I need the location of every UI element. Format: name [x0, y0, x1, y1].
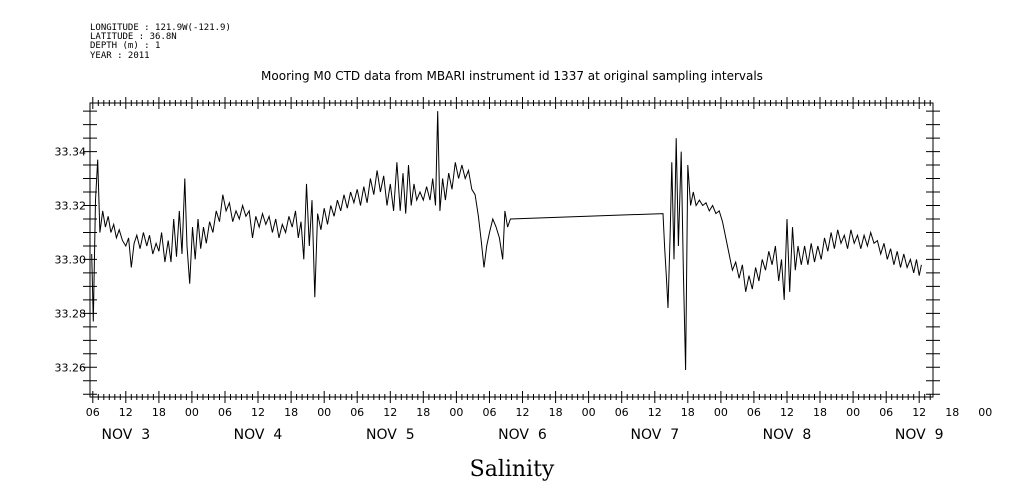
y-tick-label: 33.28	[55, 307, 87, 320]
x-day-label: NOV 9	[895, 427, 944, 443]
longitude-label: LONGITUDE : 121.9W(-121.9)	[90, 23, 231, 33]
latitude-label: LATITUDE : 36.8N	[90, 32, 177, 42]
year-label: YEAR : 2011	[90, 51, 150, 61]
x-axis-title: Salinity	[470, 457, 555, 482]
x-tick-label: 00	[582, 406, 596, 419]
x-tick-label: 00	[317, 406, 331, 419]
x-day-label: NOV 3	[101, 427, 150, 443]
x-tick-label: 06	[879, 406, 893, 419]
x-tick-label: 00	[978, 406, 992, 419]
x-day-label: NOV 6	[498, 427, 547, 443]
x-tick-label: 18	[681, 406, 695, 419]
x-tick-label: 06	[747, 406, 761, 419]
x-tick-label: 12	[648, 406, 662, 419]
x-tick-label: 06	[218, 406, 232, 419]
x-tick-label: 00	[449, 406, 463, 419]
x-tick-label: 18	[284, 406, 298, 419]
x-tick-label: 12	[383, 406, 397, 419]
x-axis-day-labels: NOV 3 NOV 4 NOV 5 NOV 6 NOV 7 NOV 8 NOV 9	[101, 427, 943, 443]
x-day-label: NOV 5	[366, 427, 415, 443]
depth-label: DEPTH (m) : 1	[90, 41, 160, 51]
x-tick-label: 00	[846, 406, 860, 419]
x-tick-label: 18	[945, 406, 959, 419]
chart-title: Mooring M0 CTD data from MBARI instrumen…	[261, 69, 763, 83]
x-axis-hour-labels: 06 12 18 00 06 12 18 00 06 12 18 00 06 12 18 00 06 12 18 00…	[86, 406, 992, 419]
x-tick-label: 12	[251, 406, 265, 419]
salinity-series-line	[91, 111, 922, 371]
metadata-header: LONGITUDE : 121.9W(-121.9) LATITUDE : 36…	[90, 23, 231, 61]
x-tick-label: 06	[615, 406, 629, 419]
x-tick-label: 06	[86, 406, 100, 419]
plot-frame	[89, 102, 934, 398]
x-tick-label: 18	[549, 406, 563, 419]
x-tick-label: 12	[119, 406, 133, 419]
x-tick-label: 18	[416, 406, 430, 419]
x-tick-label: 00	[714, 406, 728, 419]
y-tick-label: 33.30	[55, 253, 87, 266]
axis-ticks	[83, 97, 940, 403]
x-tick-label: 00	[185, 406, 199, 419]
x-tick-label: 18	[813, 406, 827, 419]
x-tick-label: 06	[350, 406, 364, 419]
y-tick-label: 33.26	[55, 361, 87, 374]
x-tick-label: 12	[912, 406, 926, 419]
x-day-label: NOV 4	[234, 427, 283, 443]
x-tick-label: 06	[483, 406, 497, 419]
y-tick-label: 33.32	[55, 200, 87, 213]
y-tick-label: 33.34	[55, 146, 87, 159]
x-tick-label: 12	[516, 406, 530, 419]
tick-marks	[83, 97, 940, 403]
x-tick-label: 18	[152, 406, 166, 419]
x-tick-label: 12	[780, 406, 794, 419]
x-day-label: NOV 8	[763, 427, 812, 443]
x-day-label: NOV 7	[630, 427, 679, 443]
y-axis-labels: 33.26 33.28 33.30 33.32 33.34	[55, 146, 87, 375]
